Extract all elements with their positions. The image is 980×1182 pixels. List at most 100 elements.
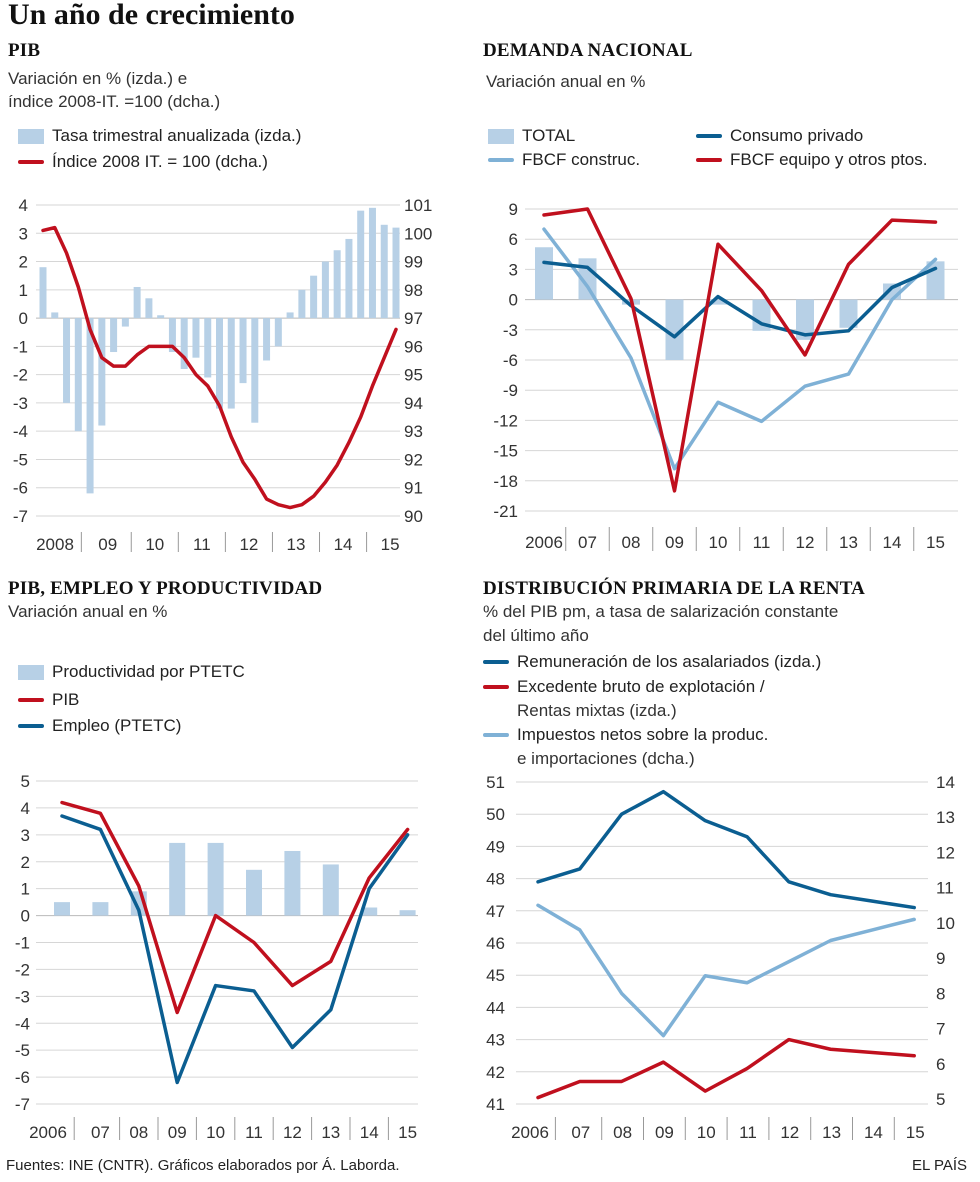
x-axis-year-label: 11 (753, 533, 771, 552)
y-tick-label: 1 (21, 880, 30, 899)
pib-quarterly-bar (192, 318, 200, 358)
main-title: Un año de crecimiento (8, 0, 295, 31)
pib-quarterly-bar (157, 315, 165, 319)
bar-swatch-icon (18, 664, 44, 680)
red-line-swatch-icon (18, 698, 44, 702)
demanda-total-bar (578, 258, 597, 300)
pib-quarterly-bar (74, 318, 82, 432)
y-right-tick-label: 101 (404, 196, 432, 215)
y-tick-label: -12 (493, 411, 518, 430)
y-tick-label: 3 (21, 826, 30, 845)
y-left-tick-label: 3 (19, 224, 28, 243)
x-axis-year-label: 12 (796, 533, 815, 552)
pib-quarterly-bar (216, 318, 223, 409)
y-left-tick-label: 46 (486, 934, 505, 953)
red-line-swatch-icon (18, 160, 44, 164)
pib-quarterly-bar (239, 318, 247, 384)
pib-quarterly-bar (392, 227, 400, 319)
empleo-subtitle: Variación anual en % (8, 602, 168, 621)
y-tick-label: -2 (15, 960, 30, 979)
pib-subtitle-line2: índice 2008-IT. =100 (dcha.) (8, 92, 221, 111)
x-axis-year-label: 07 (578, 533, 597, 552)
y-tick-label: 5 (21, 772, 30, 791)
x-axis-year-label: 09 (665, 533, 684, 552)
pib-quarterly-bar (180, 318, 188, 369)
x-axis-year-label: 10 (206, 1123, 225, 1142)
empleo-line (60, 814, 410, 1085)
y-left-tick-label: -2 (13, 366, 28, 385)
x-axis-year-label: 15 (926, 533, 945, 552)
demanda-legend-total: TOTAL (488, 126, 575, 146)
empleo-panel-title: PIB, EMPLEO Y PRODUCTIVIDAD (8, 578, 323, 599)
x-axis-year-label: 14 (334, 535, 353, 554)
x-axis-year-label: 12 (283, 1123, 302, 1142)
remuneracion-line (536, 789, 916, 910)
y-left-tick-label: 44 (486, 998, 505, 1017)
x-axis-year-label: 14 (864, 1123, 883, 1142)
demanda-subtitle: Variación anual en % (486, 72, 646, 91)
y-right-tick-label: 12 (936, 843, 955, 862)
x-axis-year-label: 11 (245, 1123, 263, 1142)
y-tick-label: 6 (509, 230, 518, 249)
productividad-bar (246, 869, 262, 916)
x-axis-year-label: 11 (739, 1123, 757, 1142)
x-axis-year-label: 14 (360, 1123, 379, 1142)
y-left-tick-label: -4 (13, 422, 28, 441)
x-axis-year-label: 2008 (36, 535, 74, 554)
y-tick-label: 9 (509, 200, 518, 219)
y-left-tick-label: 51 (486, 773, 505, 792)
pib-quarterly-bar (357, 210, 365, 319)
x-axis-year-label: 10 (697, 1123, 716, 1142)
productividad-bar (322, 864, 339, 916)
demanda-total-bar (665, 299, 684, 360)
demanda-total-bar (839, 299, 858, 328)
pib-quarterly-bar (204, 318, 212, 378)
lightblue-line-swatch-icon (483, 733, 509, 737)
brand-label: EL PAÍS (912, 1157, 968, 1174)
source-note: Fuentes: INE (CNTR). Gráficos elaborados… (6, 1157, 400, 1174)
y-left-tick-label: 43 (486, 1031, 505, 1050)
y-tick-label: -4 (15, 1014, 30, 1033)
y-tick-label: 0 (21, 907, 30, 926)
y-right-tick-label: 11 (936, 879, 954, 898)
x-axis-year-label: 12 (780, 1123, 799, 1142)
x-axis-year-label: 08 (622, 533, 641, 552)
y-tick-label: -3 (15, 987, 30, 1006)
x-axis-year-label: 13 (287, 535, 306, 554)
y-left-tick-label: 47 (486, 902, 505, 921)
y-left-tick-label: 42 (486, 1063, 505, 1082)
y-left-tick-label: 41 (486, 1095, 505, 1114)
demanda-total-bar (709, 299, 727, 305)
productividad-bar (169, 842, 186, 916)
y-left-tick-label: -1 (13, 337, 28, 356)
x-axis-year-label: 09 (655, 1123, 674, 1142)
blue-line-swatch-icon (696, 134, 722, 138)
y-left-tick-label: 49 (486, 837, 505, 856)
pib-quarterly-bar (310, 275, 318, 319)
renta-legend-impuestos-line2: e importaciones (dcha.) (517, 749, 695, 768)
productividad-bar (54, 902, 70, 916)
pib-quarterly-bar (298, 289, 306, 319)
pib-quarterly-bar (39, 267, 47, 319)
x-axis-year-label: 08 (129, 1123, 148, 1142)
renta-legend-impuestos: Impuestos netos sobre la produc. (483, 725, 768, 745)
renta-panel-title: DISTRIBUCIÓN PRIMARIA DE LA RENTA (483, 578, 866, 599)
pib-quarterly-bar (333, 250, 341, 319)
y-tick-label: 0 (509, 291, 518, 310)
blue-line-swatch-icon (483, 660, 509, 664)
demanda-total-bar (535, 247, 553, 300)
pib-quarterly-bar (110, 318, 118, 353)
consumo-privado-line (542, 260, 938, 339)
pib-legend-bar: Tasa trimestral anualizada (izda.) (18, 126, 301, 146)
productividad-bar (361, 907, 378, 916)
y-right-tick-label: 97 (404, 309, 423, 328)
x-axis-year-label: 11 (193, 535, 211, 554)
x-axis-year-label: 10 (709, 533, 728, 552)
productividad-bar (284, 850, 301, 916)
empleo-legend-productividad: Productividad por PTETC (18, 662, 245, 682)
empleo-legend-empleo: Empleo (PTETC) (18, 716, 181, 736)
y-right-tick-label: 99 (404, 253, 423, 272)
y-right-tick-label: 9 (936, 949, 945, 968)
